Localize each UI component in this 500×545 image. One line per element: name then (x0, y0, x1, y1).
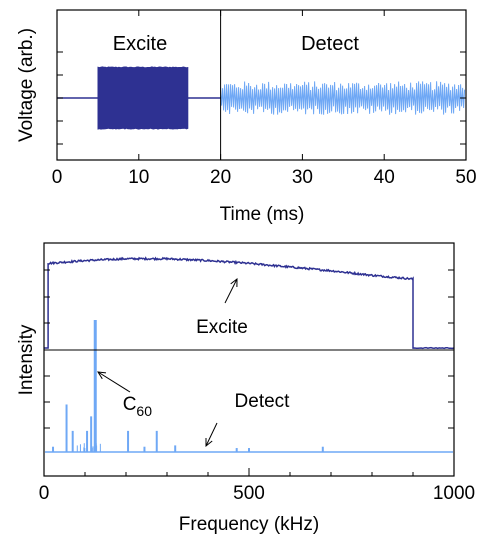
intensity-axis-label: Intensity (16, 324, 37, 395)
time-traces (57, 66, 466, 130)
detect-arrow (205, 422, 218, 447)
detect-arrow-head (205, 438, 213, 448)
detect-noise-trace (220, 81, 466, 115)
c60-arrow-head (97, 371, 107, 380)
voltage-axis-label: Voltage (arb.) (16, 28, 37, 142)
detect-spectrum-label: Detect (235, 391, 291, 412)
detect-label: Detect (301, 33, 359, 55)
c60-main: C (123, 394, 137, 415)
time-plot-frame (56, 9, 467, 161)
time-domain-panel: 0 10 20 30 40 50 Excite Detect Time (ms) Volt… (16, 9, 477, 225)
spectrum-traces (44, 256, 455, 453)
excite-spectrum-trace (44, 256, 455, 350)
frequency-axis-label: Frequency (kHz) (179, 514, 319, 535)
time-tick-label: 20 (210, 167, 231, 188)
frequency-tick-label: 0 (39, 483, 50, 504)
frequency-tick-label: 500 (233, 483, 265, 504)
frequency-tick-label: 1000 (433, 483, 475, 504)
c60-label: C60 (123, 394, 153, 419)
frequency-axis-ticks: 0 500 1000 (39, 269, 475, 504)
excite-burst (97, 66, 189, 130)
frequency-domain-panel: 0 500 1000 Excite C60 Detect Frequency (kH… (16, 242, 475, 535)
excite-arrow (224, 278, 238, 304)
time-tick-label: 40 (374, 167, 395, 188)
excite-label: Excite (113, 33, 167, 55)
c60-subscript: 60 (136, 403, 152, 419)
excite-spectrum-label: Excite (196, 317, 248, 338)
annotation-arrows (97, 277, 238, 448)
c60-arrow (97, 371, 131, 393)
time-tick-label: 50 (455, 167, 476, 188)
excite-arrow-head (230, 277, 238, 288)
time-tick-label: 10 (128, 167, 149, 188)
time-tick-label: 30 (292, 167, 313, 188)
time-tick-label: 0 (52, 167, 63, 188)
time-axis-label: Time (ms) (220, 204, 305, 225)
time-axis-ticks: 0 10 20 30 40 50 (52, 10, 477, 188)
